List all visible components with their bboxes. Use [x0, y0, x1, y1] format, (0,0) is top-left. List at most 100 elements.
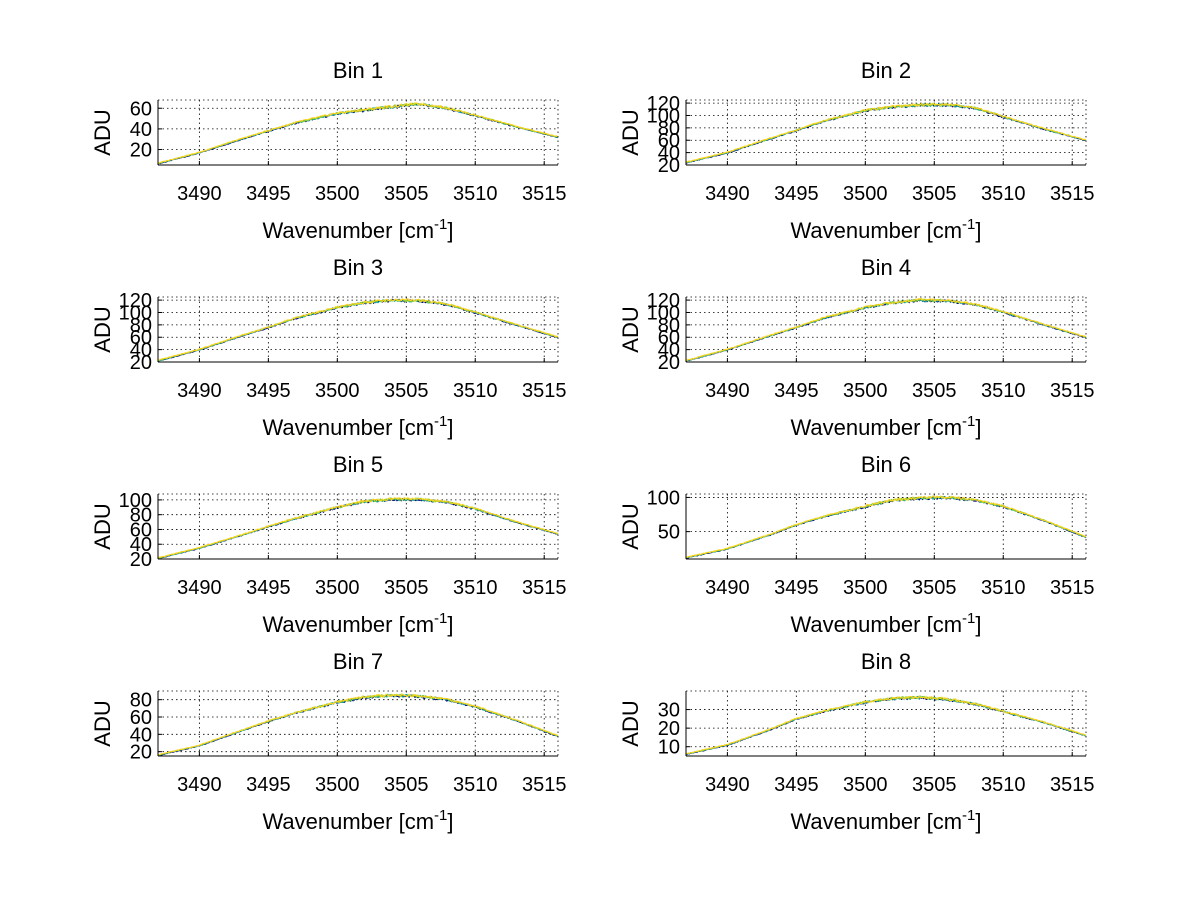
- x-tick-label: 3500: [315, 774, 360, 796]
- x-tick-label: 3490: [705, 183, 750, 205]
- series-line-3: [157, 693, 559, 756]
- series-line-4: [157, 693, 559, 756]
- x-tick-label: 3515: [1050, 183, 1095, 205]
- subplot-bin-2: Bin 2 3490 3495 3500 3505 3510 3515 20406080100…: [618, 58, 1094, 243]
- series-line-2: [158, 693, 559, 756]
- x-axis-label: Wavenumber [cm-1]: [790, 216, 981, 243]
- x-tick-label: 3505: [384, 183, 429, 205]
- x-tick-label: 3505: [912, 183, 957, 205]
- x-tick-label: 3495: [774, 183, 819, 205]
- x-tick-label: 3500: [843, 774, 888, 796]
- y-tick-label: 80: [130, 315, 152, 337]
- x-axis-label-sup: -1: [962, 413, 975, 430]
- subplot-title: Bin 6: [861, 452, 911, 477]
- x-tick-label: 3500: [315, 183, 360, 205]
- x-tick-label: 3495: [246, 774, 291, 796]
- x-tick-label: 3515: [522, 380, 567, 402]
- x-tick-label: 3500: [315, 380, 360, 402]
- y-tick-label: 120: [647, 93, 680, 115]
- y-tick-label: 10: [658, 737, 680, 759]
- series-line-1: [685, 103, 1087, 164]
- series-group: [685, 495, 1087, 559]
- y-tick-label: 40: [130, 119, 152, 141]
- series-group: [157, 102, 559, 165]
- series-line-2: [157, 103, 559, 165]
- y-tick-label: 40: [130, 340, 152, 362]
- x-axis-label-sup: -1: [434, 807, 447, 824]
- x-tick-label: 3505: [384, 577, 429, 599]
- x-tick-label: 3505: [384, 380, 429, 402]
- x-axis-label-end: ]: [447, 809, 453, 834]
- y-tick-label: 100: [647, 487, 680, 509]
- x-axis-label: Wavenumber [cm-1]: [262, 807, 453, 834]
- x-axis-label-sup: -1: [962, 216, 975, 233]
- grid: [686, 297, 1086, 363]
- x-tick-label: 3510: [981, 380, 1026, 402]
- subplot-title: Bin 4: [861, 255, 911, 280]
- grid: [158, 691, 558, 756]
- y-tick-label: 60: [130, 707, 152, 729]
- x-axis-label: Wavenumber [cm-1]: [262, 413, 453, 440]
- x-tick-label: 3510: [981, 774, 1026, 796]
- x-axis-label-main: Wavenumber [cm: [262, 809, 434, 834]
- x-tick-label: 3495: [774, 774, 819, 796]
- x-tick-label: 3495: [246, 183, 291, 205]
- y-tick-label: 120: [119, 290, 152, 312]
- series-group: [157, 298, 559, 362]
- series-line-2: [685, 695, 1087, 755]
- x-axis-label: Wavenumber [cm-1]: [262, 216, 453, 243]
- y-axis-label: ADU: [90, 700, 115, 746]
- series-group: [685, 695, 1087, 756]
- x-tick-label: 3500: [843, 380, 888, 402]
- x-axis-label-main: Wavenumber [cm: [790, 612, 962, 637]
- x-axis-label: Wavenumber [cm-1]: [262, 610, 453, 637]
- grid: [686, 494, 1086, 559]
- y-tick-label: 100: [647, 105, 680, 127]
- series-line-1: [157, 298, 558, 362]
- y-axis-label: ADU: [618, 109, 643, 155]
- series-group: [157, 693, 559, 757]
- x-axis-label-sup: -1: [962, 610, 975, 627]
- x-axis-label-end: ]: [975, 218, 981, 243]
- subplot-bin-4: Bin 4 3490 3495 3500 3505 3510 3515 20406080100…: [618, 255, 1094, 440]
- x-axis-label-main: Wavenumber [cm: [262, 415, 434, 440]
- series-group: [685, 102, 1087, 164]
- y-tick-label: 80: [130, 505, 152, 527]
- y-tick-label: 60: [658, 327, 680, 349]
- x-tick-label: 3510: [453, 380, 498, 402]
- y-tick-label: 40: [130, 534, 152, 556]
- x-tick-label: 3495: [774, 577, 819, 599]
- grid: [158, 297, 558, 363]
- y-tick-label: 20: [130, 140, 152, 162]
- x-axis-label: Wavenumber [cm-1]: [790, 807, 981, 834]
- y-tick-label: 60: [130, 519, 152, 541]
- x-axis-label-main: Wavenumber [cm: [790, 809, 962, 834]
- series-line-3: [157, 298, 559, 361]
- x-tick-label: 3505: [912, 380, 957, 402]
- x-tick-label: 3510: [453, 183, 498, 205]
- x-tick-label: 3500: [843, 183, 888, 205]
- subplot-title: Bin 3: [333, 255, 383, 280]
- series-line-4: [685, 495, 1087, 558]
- x-tick-label: 3510: [981, 183, 1026, 205]
- y-tick-label: 80: [658, 118, 680, 140]
- series-line-2: [157, 298, 559, 362]
- y-axis-label: ADU: [90, 503, 115, 549]
- series-line-2: [685, 495, 1087, 559]
- y-tick-label: 120: [647, 290, 680, 312]
- x-tick-label: 3510: [981, 577, 1026, 599]
- series-line-4: [157, 497, 559, 559]
- subplot-title: Bin 7: [333, 649, 383, 674]
- x-axis-label-sup: -1: [434, 610, 447, 627]
- x-tick-label: 3515: [522, 577, 567, 599]
- x-axis-label-sup: -1: [434, 216, 447, 233]
- y-tick-label: 80: [130, 690, 152, 712]
- y-tick-label: 100: [119, 490, 152, 512]
- x-tick-label: 3490: [705, 380, 750, 402]
- series-line-1: [157, 103, 559, 165]
- x-axis-label-end: ]: [447, 218, 453, 243]
- subplot-bin-5: Bin 5 3490 3495 3500 3505 3510 3515 20406080100…: [90, 452, 566, 637]
- subplot-title: Bin 2: [861, 58, 911, 83]
- x-tick-label: 3505: [912, 774, 957, 796]
